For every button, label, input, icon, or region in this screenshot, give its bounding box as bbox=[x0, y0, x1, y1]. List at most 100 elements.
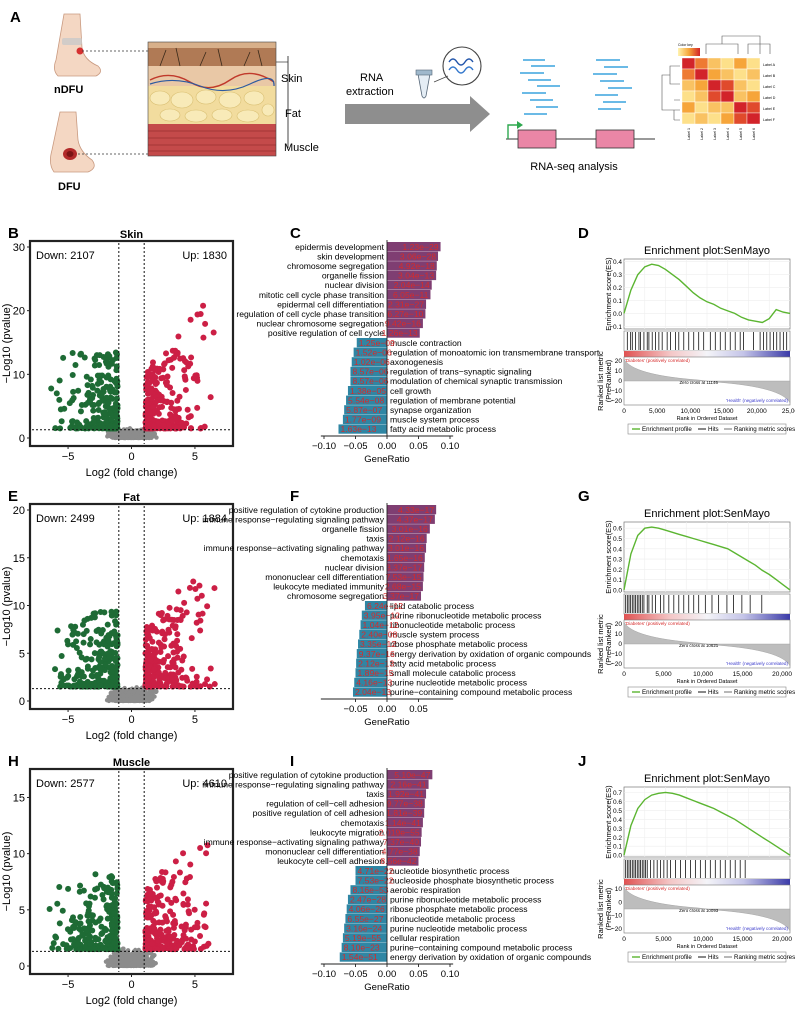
es-tick-label: 0.6 bbox=[613, 526, 622, 533]
point-down bbox=[78, 654, 85, 661]
point-up bbox=[210, 329, 217, 336]
metric-tick-label: 10 bbox=[615, 631, 623, 638]
point-ns bbox=[114, 953, 119, 958]
go-bar-up bbox=[387, 280, 432, 290]
heatmap-col-label: Label 3 bbox=[713, 128, 717, 140]
go-term-label: skin development bbox=[317, 251, 384, 261]
point-up bbox=[194, 595, 201, 602]
point-down bbox=[92, 934, 99, 941]
point-ns bbox=[151, 962, 156, 968]
point-down bbox=[92, 886, 99, 893]
point-down bbox=[90, 407, 97, 414]
point-down bbox=[114, 655, 121, 662]
rna-seq-reads bbox=[506, 59, 655, 149]
point-down bbox=[70, 388, 77, 395]
go-bar-up bbox=[387, 251, 439, 261]
point-down bbox=[81, 354, 88, 361]
go-pvalue: 2.12e−16 bbox=[389, 534, 425, 544]
point-down bbox=[97, 648, 104, 655]
es-tick-label: 0.7 bbox=[613, 790, 622, 797]
rank-tick-label: 15,000 bbox=[714, 408, 734, 415]
point-down bbox=[103, 926, 110, 933]
point-up bbox=[182, 386, 189, 393]
heatmap-cell bbox=[720, 79, 735, 92]
rank-axis-label: Rank in Ordered Dataset bbox=[677, 944, 738, 950]
go-term-label: leukocyte migration bbox=[310, 827, 384, 837]
heatmap-col-label: Label 1 bbox=[687, 128, 691, 140]
foot-ndfu-illustration bbox=[54, 13, 101, 77]
point-up bbox=[192, 585, 199, 592]
heatmap-cell bbox=[694, 68, 709, 81]
heatmap-cell bbox=[720, 68, 735, 81]
rank-tick-label: 5,000 bbox=[649, 408, 666, 415]
legend-hits: Hits bbox=[708, 689, 719, 696]
point-down bbox=[101, 609, 108, 616]
heatmap-cell bbox=[694, 101, 709, 114]
enrichment-profile-line bbox=[623, 263, 791, 324]
point-down bbox=[98, 391, 105, 398]
point-up bbox=[151, 904, 158, 911]
go-pvalue: 8.56e−42 bbox=[380, 856, 416, 866]
panel-letter: G bbox=[578, 488, 590, 505]
point-up bbox=[184, 896, 191, 903]
point-up bbox=[167, 411, 174, 418]
point-up bbox=[148, 396, 155, 403]
point-up bbox=[170, 911, 177, 918]
point-down bbox=[58, 418, 65, 425]
point-down bbox=[52, 666, 59, 673]
point-ns bbox=[132, 957, 137, 963]
es-tick-label: 0.0 bbox=[613, 587, 622, 594]
go-pvalue: 1.81e−39 bbox=[386, 808, 422, 818]
point-down bbox=[53, 934, 60, 941]
gsea-title: Enrichment plot:SenMayo bbox=[644, 245, 770, 257]
panel-letter: E bbox=[8, 488, 18, 505]
x-axis-label: GeneRatio bbox=[364, 717, 409, 728]
point-up bbox=[151, 681, 158, 688]
panel-letter: F bbox=[290, 488, 299, 505]
point-up bbox=[170, 924, 177, 931]
x-tick-label: −0.05 bbox=[343, 704, 367, 715]
go-term-label: taxis bbox=[366, 789, 384, 799]
point-up bbox=[181, 367, 188, 374]
point-down bbox=[67, 945, 74, 952]
point-up bbox=[142, 940, 149, 947]
rank-tick-label: 10,000 bbox=[680, 408, 700, 415]
point-ns bbox=[154, 689, 159, 694]
point-up bbox=[153, 884, 160, 891]
go-term-label: organelle fission bbox=[322, 524, 384, 534]
es-axis-label: Enrichment score(ES) bbox=[604, 520, 613, 594]
point-up bbox=[211, 681, 218, 688]
tissue-block bbox=[147, 41, 277, 157]
point-down bbox=[61, 405, 68, 412]
point-down bbox=[54, 627, 61, 634]
go-pvalue: 1.92e−41 bbox=[388, 789, 424, 799]
point-up bbox=[197, 617, 204, 624]
metric-tick-label: −10 bbox=[611, 388, 622, 395]
point-up bbox=[200, 302, 207, 309]
heatmap-cell bbox=[733, 57, 748, 70]
go-pvalue: 3.37e−17 bbox=[383, 591, 419, 601]
y-tick-label: 5 bbox=[19, 648, 25, 660]
heatmap-cell bbox=[720, 112, 735, 125]
go-bar-down bbox=[350, 366, 387, 377]
point-up bbox=[178, 666, 185, 673]
zero-cross-label: Zero cross at 10621 bbox=[679, 643, 719, 648]
point-up bbox=[172, 664, 179, 671]
rank-tick-label: 15,000 bbox=[733, 936, 753, 943]
point-up bbox=[197, 627, 204, 634]
metric-axis-label-2: (PreRanked) bbox=[604, 622, 613, 665]
point-down bbox=[85, 389, 92, 396]
point-up bbox=[164, 940, 171, 947]
go-pvalue: 1.02e−06 bbox=[354, 357, 390, 367]
go-pvalue: 7.53e−15 bbox=[385, 572, 421, 582]
point-ns bbox=[146, 962, 151, 967]
point-down bbox=[103, 938, 110, 945]
x-tick-label: 0 bbox=[128, 979, 134, 991]
go-pvalue: 3.35e−12 bbox=[360, 639, 396, 649]
point-up bbox=[174, 631, 181, 638]
y-tick-label: 15 bbox=[13, 792, 25, 804]
go-term-label: positive regulation of cytokine producti… bbox=[229, 770, 384, 780]
